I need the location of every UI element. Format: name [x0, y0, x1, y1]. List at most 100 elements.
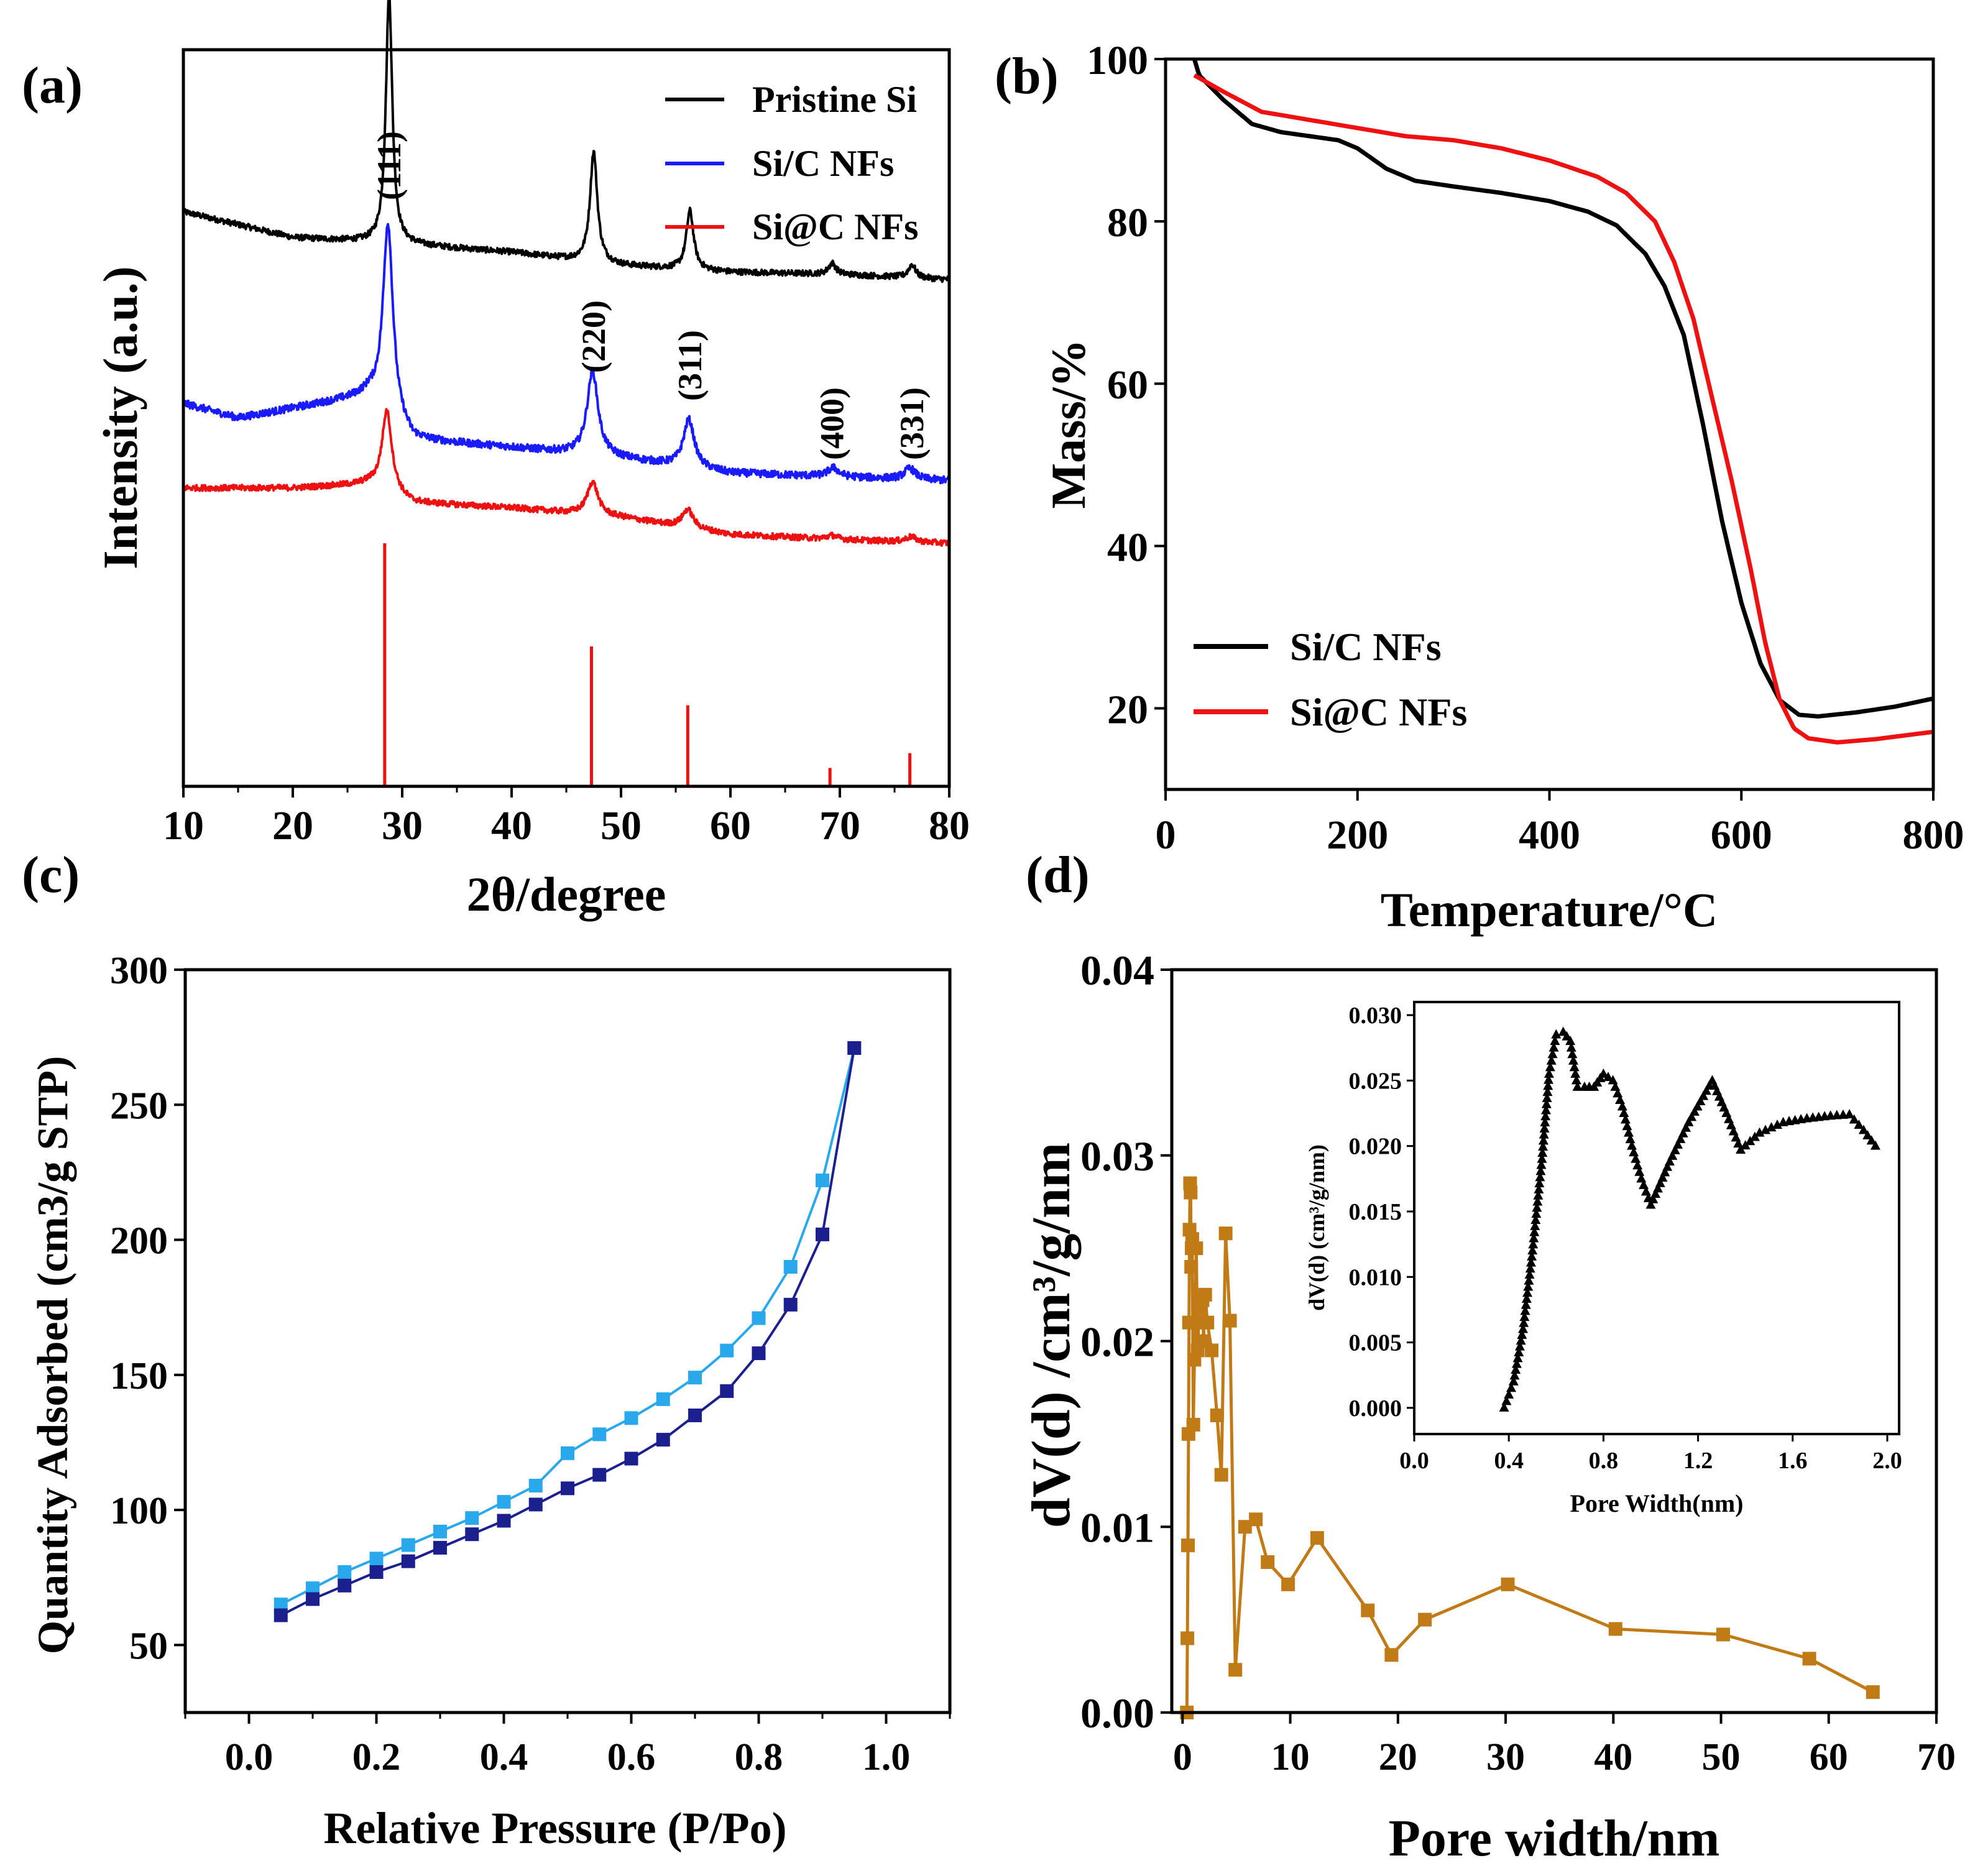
adsorption-point-9 — [561, 1446, 574, 1460]
psd-point-29 — [1261, 1555, 1275, 1570]
y-tick-label-d-2: 0.02 — [1080, 1318, 1154, 1366]
desorption-point-4 — [401, 1554, 415, 1568]
inset-marker-106 — [1664, 1156, 1675, 1166]
inset-marker-14 — [1519, 1317, 1529, 1327]
psd-point-8 — [1184, 1260, 1199, 1274]
inset-x-tick-label-5: 2.0 — [1872, 1448, 1902, 1474]
inset-y-tick-label-4: 0.020 — [1349, 1134, 1402, 1160]
x-tick-label-c-0: 0.0 — [225, 1736, 274, 1778]
inset-marker-55 — [1544, 1068, 1554, 1078]
x-axis-label-d: Pore width/nm — [1389, 1809, 1720, 1867]
x-tick-label-c-1: 0.2 — [352, 1736, 401, 1778]
legend-label-b-si-c-nfs: Si/C NFs — [1290, 625, 1442, 669]
psd-point-38 — [1802, 1652, 1816, 1666]
x-axis-label-c: Relative Pressure (P/Po) — [323, 1803, 786, 1853]
y-tick-label-d-3: 0.03 — [1080, 1133, 1154, 1180]
y-tick-label-d-1: 0.01 — [1080, 1504, 1154, 1551]
inset-marker-88 — [1625, 1134, 1636, 1144]
inset-marker-33 — [1532, 1202, 1542, 1212]
desorption-point-5 — [433, 1540, 447, 1555]
adsorption-point-17 — [816, 1173, 829, 1187]
psd-point-36 — [1608, 1622, 1622, 1636]
adsorption-point-1 — [306, 1581, 320, 1596]
y-axis-label-d: dV(d) /cm³/g/nm — [1021, 1143, 1082, 1528]
psd-point-35 — [1501, 1577, 1515, 1591]
inset-marker-3 — [1506, 1382, 1516, 1392]
desorption-point-1 — [306, 1592, 320, 1606]
inset-marker-26 — [1527, 1245, 1538, 1255]
inset-marker-111 — [1678, 1128, 1688, 1138]
inset-marker-139 — [1766, 1122, 1777, 1132]
inset-marker-31 — [1530, 1215, 1541, 1225]
inset-marker-158 — [1870, 1140, 1880, 1150]
inset-y-tick-label-3: 0.015 — [1349, 1199, 1402, 1225]
psd-point-2 — [1180, 1538, 1195, 1553]
inset-marker-15 — [1519, 1312, 1530, 1322]
inset-marker-99 — [1648, 1193, 1659, 1203]
desorption-point-15 — [752, 1346, 766, 1361]
psd-point-33 — [1384, 1648, 1399, 1662]
psd-point-37 — [1716, 1627, 1730, 1642]
x-axis-label-b: Temperature/°C — [1381, 883, 1718, 937]
inset-background — [1414, 1002, 1899, 1434]
inset-marker-1 — [1501, 1396, 1512, 1405]
inset-marker-110 — [1675, 1133, 1686, 1143]
y-tick-label-c-1: 100 — [110, 1490, 168, 1532]
x-tick-label-b-1: 200 — [1327, 812, 1388, 858]
inset-marker-153 — [1849, 1114, 1859, 1124]
x-tick-label-c-5: 1.0 — [862, 1736, 911, 1778]
inset-marker-57 — [1546, 1055, 1557, 1065]
x-tick-label-a-3: 40 — [491, 803, 532, 848]
inset-marker-68 — [1569, 1062, 1580, 1072]
psd-point-1 — [1180, 1631, 1195, 1645]
inset-marker-2 — [1504, 1389, 1514, 1399]
inset-marker-11 — [1516, 1335, 1526, 1345]
panel-a: (a) 10 20 30 40 50 60 70 80 2θ/degree Intensity… — [22, 0, 970, 921]
inset-marker-77 — [1598, 1068, 1609, 1078]
x-tick-label-a-6: 70 — [819, 803, 860, 848]
panel-label-c: (c) — [22, 846, 80, 904]
inset-marker-28 — [1529, 1233, 1539, 1243]
inset-marker-19 — [1522, 1287, 1533, 1297]
adsorption-point-12 — [656, 1392, 670, 1406]
inset-marker-0 — [1499, 1402, 1509, 1412]
inset-marker-78 — [1603, 1072, 1613, 1082]
psd-point-28 — [1249, 1512, 1263, 1527]
legend-label-si-c-nfs: Si/C NFs — [752, 143, 894, 184]
inset-marker-155 — [1858, 1124, 1869, 1134]
y-axis-label-c: Quantity Adsorbed (cm3/g STP) — [29, 1056, 77, 1655]
psd-point-20 — [1200, 1315, 1215, 1330]
adsorption-point-11 — [624, 1411, 638, 1425]
x-tick-label-d-1: 10 — [1271, 1736, 1310, 1778]
inset-y-tick-label-5: 0.025 — [1349, 1068, 1402, 1094]
desorption-point-14 — [720, 1384, 734, 1398]
inset-marker-64 — [1565, 1036, 1576, 1046]
y-tick-label-c-4: 250 — [110, 1085, 168, 1127]
inset-marker-6 — [1511, 1364, 1521, 1374]
y-tick-label-c-3: 200 — [110, 1220, 168, 1262]
inset-marker-119 — [1701, 1085, 1711, 1095]
y-axis-label-a: Intensity (a.u.) — [93, 266, 147, 569]
inset-y-tick-label-2: 0.010 — [1349, 1264, 1402, 1290]
inset-marker-48 — [1540, 1111, 1551, 1121]
inset-marker-45 — [1539, 1129, 1549, 1139]
tga-line-si-c-nfs — [1192, 58, 1934, 719]
panel-c: (c) 0.0 0.2 0.4 0.6 0.8 1.0 50 100 150 200 250 300… — [22, 846, 952, 1853]
xrd-line-si-at-c-nfs — [182, 408, 950, 547]
inset-marker-4 — [1508, 1376, 1519, 1386]
inset-marker-60 — [1550, 1036, 1560, 1046]
inset-marker-36 — [1534, 1184, 1544, 1193]
psd-point-27 — [1238, 1520, 1252, 1534]
inset-marker-37 — [1534, 1178, 1545, 1188]
inset-marker-104 — [1660, 1167, 1670, 1177]
inset-marker-30 — [1530, 1220, 1540, 1230]
adsorption-point-14 — [720, 1343, 734, 1358]
inset-marker-20 — [1523, 1281, 1534, 1291]
inset-marker-51 — [1542, 1092, 1552, 1102]
inset-d: 0.0 0.4 0.8 1.2 1.6 2.0 0.000 0.005 0.010 0.015 0… — [1304, 1001, 1902, 1517]
legend-label-pristine-si: Pristine Si — [752, 79, 917, 120]
inset-marker-50 — [1541, 1098, 1552, 1108]
adsorption-point-2 — [338, 1565, 352, 1579]
adsorption-point-0 — [274, 1598, 288, 1612]
inset-marker-87 — [1623, 1127, 1634, 1137]
